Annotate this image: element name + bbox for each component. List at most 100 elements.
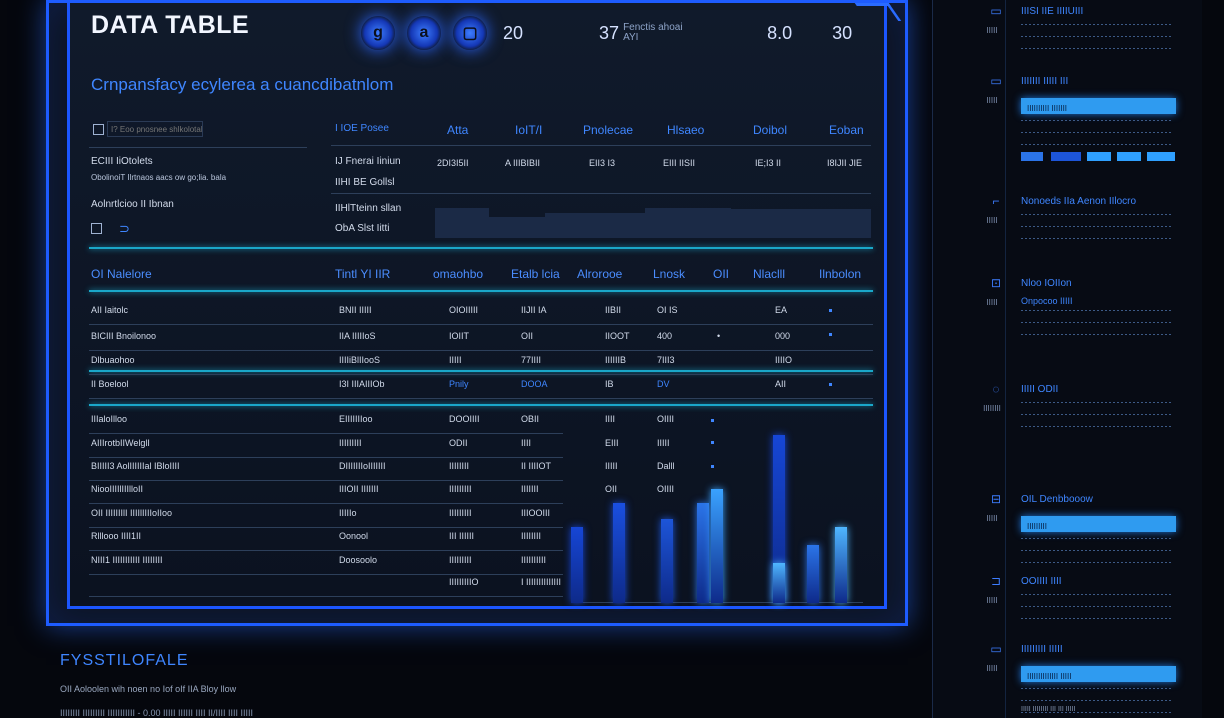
sidebar-section-title[interactable]: Nloo IOIIon — [1021, 278, 1072, 289]
sidebar-detail-line — [1021, 48, 1171, 49]
sidebar-section-icon[interactable]: ▭ — [990, 4, 1002, 18]
summary-label: ECIII IiOtolets — [91, 156, 153, 167]
table-cell: IIBII — [605, 305, 622, 315]
row-indicator-dot — [711, 441, 714, 444]
sidebar-section-title[interactable]: IIIIIIIII IIIII — [1021, 644, 1063, 655]
table-cell: DOOA — [521, 379, 548, 389]
table-row-label: II Boelool — [91, 379, 129, 389]
table-cell: IOIIT — [449, 331, 469, 341]
footer-description: OII Aoloolen wih noen no Iof oIf IIA Blo… — [60, 684, 237, 694]
sidebar-section-title[interactable]: OIL Denbbooow — [1021, 494, 1093, 505]
chart-bar — [697, 503, 709, 603]
col-header[interactable]: Pnolecae — [583, 123, 634, 137]
chart-bar — [773, 435, 785, 603]
sidebar-detail-line — [1021, 562, 1171, 563]
table-row-divider — [89, 527, 563, 528]
sparkline-segment — [545, 213, 645, 238]
summary-desc: ObolinoiT Ilrtnaos aacs ow go;lia. bala — [91, 173, 227, 182]
table-column-header[interactable]: OII — [713, 267, 730, 281]
stat-37: 37 — [599, 22, 620, 43]
row-checkbox[interactable] — [91, 223, 102, 234]
g-icon: g — [373, 24, 383, 41]
sidebar-highlight-bar[interactable]: IIIIIIIIII IIIIIII — [1021, 98, 1176, 114]
table-cell: DIIIIIIIoIIIIIII — [339, 461, 386, 471]
table-cell: • — [717, 331, 721, 341]
sidebar-detail-line — [1021, 700, 1171, 701]
sidebar-section-icon[interactable]: ⊟ — [990, 492, 1002, 506]
table-row-label: NiooIIIIlIIIlloII — [91, 484, 144, 494]
sparkline-segment — [489, 217, 545, 238]
sidebar-section-icon[interactable]: ▭ — [990, 74, 1002, 88]
table-column-header[interactable]: omaohbo — [433, 267, 484, 281]
table-column-header[interactable]: Tintl YI IIR — [335, 267, 391, 281]
sidebar-section-title[interactable]: OOIIII IIII — [1021, 576, 1062, 587]
table-row-label: AIIIrotbIIWelglI — [91, 438, 150, 448]
table-cell: Doosoolo — [339, 555, 378, 565]
sidebar-bar-label: IIIIIIIII — [1027, 522, 1048, 531]
col-header[interactable]: Doibol — [753, 123, 788, 137]
segment — [1021, 152, 1043, 161]
sidebar-section-title[interactable]: IIIII ODII — [1021, 384, 1059, 395]
sidebar-section-icon[interactable]: ⌐ — [992, 194, 1000, 208]
table-row-divider — [89, 350, 873, 351]
sidebar-section-title[interactable]: Nonoeds IIa Aenon IIlocro — [1021, 196, 1137, 207]
table-row-divider — [89, 433, 563, 434]
sidebar-section-icon[interactable]: ⊐ — [990, 574, 1002, 588]
square-icon: ▢ — [462, 25, 478, 42]
table-cell: ODII — [449, 438, 468, 448]
table-cell: IIIIIIIIII — [521, 555, 547, 565]
table-cell: II IIIIOT — [521, 461, 552, 471]
table-cell: IIIIIIB — [605, 355, 627, 365]
table-cell: IIIIIIII — [521, 531, 542, 541]
sidebar-detail-line — [1021, 144, 1171, 145]
table-column-header[interactable]: Ilnbolon — [819, 267, 862, 281]
sidebar-detail-line — [1021, 238, 1171, 239]
data-table-window: DATA TABLE g a ▢ 20 37 Fenctis ahoai AYI… — [46, 0, 908, 626]
sidebar-highlight-bar[interactable]: IIIIIIIII — [1021, 516, 1176, 532]
table-row-label: Rlllooo IIII1II — [91, 531, 142, 541]
filter-input[interactable] — [107, 121, 203, 137]
sidebar-section-subtitle: Onpocoo IIIII — [1021, 296, 1073, 306]
summary-value: EII3 I3 — [589, 158, 616, 168]
link-icon[interactable]: ⊃ — [119, 221, 130, 236]
sidebar-section-icon[interactable]: ⊡ — [990, 276, 1002, 290]
table-cell: 77IIII — [521, 355, 542, 365]
col-header[interactable]: Eoban — [829, 123, 864, 137]
window-title: DATA TABLE — [91, 11, 250, 39]
table-row-label: NIII1 IIIIIIIIIII IIIIIIII — [91, 555, 163, 565]
row-indicator-dot — [829, 383, 832, 386]
col-header[interactable]: I IOE Posee — [335, 123, 389, 134]
sidebar-section-label: IIIII — [986, 216, 998, 225]
table-cell: IIIII — [605, 461, 618, 471]
table-row-label: AII Iaitolc — [91, 305, 129, 315]
sidebar-section-title[interactable]: IIIIIII IIIII III — [1021, 76, 1069, 87]
sidebar-section-label: IIIII — [986, 514, 998, 523]
table-cell: IIOOT — [605, 331, 630, 341]
col-header[interactable]: Atta — [447, 123, 469, 137]
table-column-header[interactable]: OI Nalelore — [91, 267, 152, 281]
table-cell: 7III3 — [657, 355, 675, 365]
table-column-header[interactable]: Alrorooe — [577, 267, 623, 281]
table-cell: IIIIIIIII — [449, 484, 472, 494]
sidebar-section-label: IIIII — [986, 664, 998, 673]
table-column-header[interactable]: Etalb lcia — [511, 267, 560, 281]
sidebar-highlight-bar[interactable]: IIIIIIIIIIIIII IIIII — [1021, 666, 1176, 682]
toolbar-a-button[interactable]: a — [407, 16, 441, 50]
sidebar-section-icon[interactable]: ◌ — [992, 382, 1000, 396]
table-row-label: BIIIII3 AolIIIIIIal IBloIIII — [91, 461, 180, 471]
col-header[interactable]: Hlsaeo — [667, 123, 705, 137]
footer-status-row: IIIIIIII IIIIIIIII IIIIIIIIIII - 0.00 II… — [60, 708, 254, 718]
sidebar-section-icon[interactable]: ▭ — [990, 642, 1002, 656]
sidebar-section-label: IIIIIIII — [983, 404, 1001, 413]
table-column-header[interactable]: Lnosk — [653, 267, 686, 281]
sidebar-section-title[interactable]: IIISI IIE IIIIUIII — [1021, 6, 1084, 17]
table-cell: Dalll — [657, 461, 675, 471]
toolbar-square-button[interactable]: ▢ — [453, 16, 487, 50]
table-row-divider — [89, 503, 563, 504]
chart-bar — [571, 527, 583, 603]
toolbar-g-button[interactable]: g — [361, 16, 395, 50]
table-column-header[interactable]: Nlaclll — [753, 267, 786, 281]
filter-checkbox[interactable] — [93, 124, 104, 135]
col-header[interactable]: IoIT/I — [515, 123, 543, 137]
table-cell: IIIIIIIII — [449, 508, 472, 518]
